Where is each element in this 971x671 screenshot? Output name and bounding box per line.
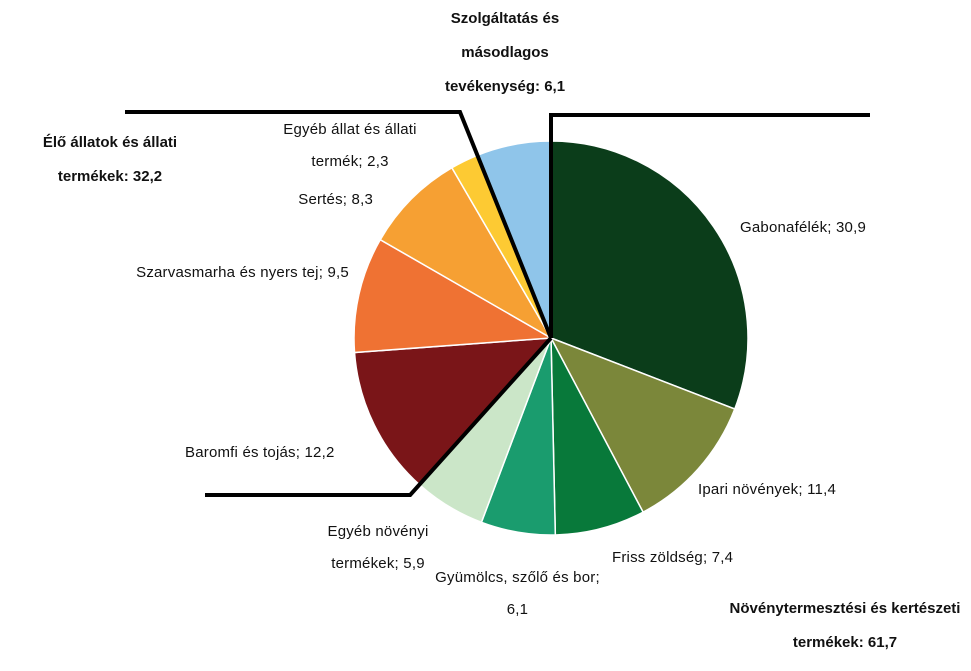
pie-slice (379, 166, 554, 341)
slice-value: 7,4 (711, 549, 734, 566)
group-label: Szolgáltatás és másodlagos tevékenység: … (430, 2, 580, 104)
slice-label: Friss zöldség; 7,4 (612, 549, 734, 566)
slice-value: 11,4 (807, 481, 836, 498)
group-value: 6,1 (544, 78, 566, 95)
slice-name: Gabonafélék (740, 219, 828, 236)
slice-value: 2,3 (367, 153, 389, 170)
slice-name: Gyümölcs, szőlő és bor (435, 569, 596, 586)
slice-name: Ipari növények (698, 481, 799, 498)
slice-label: Baromfi és tojás; 12,2 (185, 444, 335, 461)
group-value: 61,7 (867, 634, 898, 651)
group-separator (205, 336, 553, 497)
pie-slice (549, 336, 736, 514)
group-name: Szolgáltatás és másodlagos tevékenység: (444, 10, 560, 95)
slice-label: Egyéb növényi termékek; 5,9 (327, 523, 429, 572)
pie-slice (550, 140, 749, 410)
group-name: Növénytermesztési és kertészeti termékek… (729, 600, 961, 651)
slice-value: 30,9 (836, 219, 867, 236)
slice-label: Ipari növények; 11,4 (698, 481, 836, 498)
group-separator (125, 110, 553, 339)
slice-name: Egyéb állat és állati termék (283, 121, 417, 170)
slice-label: Gyümölcs, szőlő és bor; 6,1 (435, 569, 600, 618)
group-label: Növénytermesztési és kertészeti termékek… (725, 592, 965, 660)
slice-value: 8,3 (351, 191, 373, 208)
group-label: Élő állatok és állati termékek: 32,2 (15, 126, 205, 194)
slice-label: Szarvasmarha és nyers tej; 9,5 (136, 264, 349, 281)
slice-name: Egyéb növényi termékek (327, 523, 429, 572)
slice-label: Gabonafélék; 30,9 (740, 219, 867, 236)
slice-label: Egyéb állat és állati termék; 2,3 (283, 121, 417, 170)
slice-name: Sertés (298, 191, 343, 208)
group-separator (549, 113, 870, 338)
pie-slice (353, 238, 554, 354)
slice-label: Sertés; 8,3 (298, 191, 373, 208)
slice-value: 12,2 (304, 444, 335, 461)
group-value: 32,2 (132, 168, 163, 185)
slice-name: Baromfi és tojás (185, 444, 296, 461)
slice-name: Friss zöldség (612, 549, 703, 566)
group-name: Élő állatok és állati termékek: (42, 134, 178, 185)
pie-slice (353, 337, 553, 486)
slice-name: Szarvasmarha és nyers tej (136, 264, 319, 281)
slice-value: 9,5 (327, 264, 349, 281)
slice-value: 6,1 (506, 601, 529, 618)
slice-value: 5,9 (403, 555, 425, 572)
